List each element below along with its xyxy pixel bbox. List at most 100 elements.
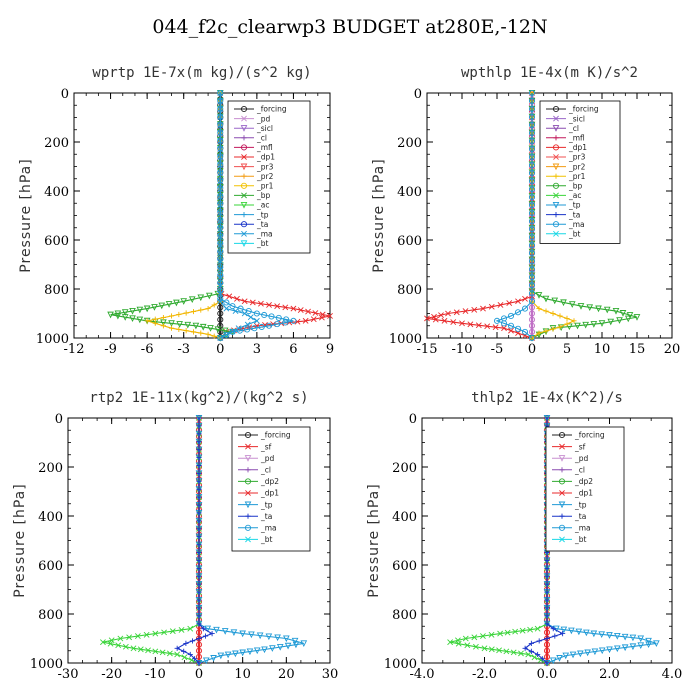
x-tick-label: -6 [141, 342, 154, 357]
legend-marker [558, 524, 566, 531]
series-point [528, 226, 536, 233]
series-point [528, 121, 536, 129]
legend-label: _sf [260, 442, 272, 451]
legend-label: _sf [574, 442, 586, 451]
series-point [528, 640, 534, 646]
legend-label: _mfl [568, 134, 585, 143]
series-point [241, 298, 248, 305]
series-point [256, 632, 264, 640]
y-tick-label: 400 [38, 510, 63, 525]
legend-label: _bt [256, 239, 269, 248]
series-point [217, 218, 224, 225]
series-point [297, 307, 304, 313]
series-point [544, 605, 550, 611]
series-point [292, 641, 300, 649]
legend-marker [240, 201, 248, 209]
legend-label: _cl [568, 124, 579, 133]
legend: _forcing_sicl_cl_mfl_dp1_pr3_pr2_pr1_bp_… [539, 100, 621, 244]
series-point [510, 649, 517, 656]
series-point [528, 234, 536, 241]
legend-marker [241, 212, 247, 218]
legend-marker [244, 431, 252, 439]
series-line-dp1 [102, 418, 200, 664]
series-point [528, 282, 536, 289]
series-point [196, 431, 202, 437]
series-point [275, 314, 282, 321]
x-tick-label: 4.0 [662, 667, 683, 682]
legend-label: _bp [256, 191, 271, 200]
series-point [462, 635, 469, 642]
series-point [217, 130, 224, 136]
series-point [447, 639, 454, 646]
series-point [196, 454, 202, 461]
series-point [217, 194, 224, 201]
series-point [198, 330, 204, 336]
series-point [544, 635, 550, 642]
legend-label: _ma [260, 524, 277, 533]
series-point [158, 302, 166, 310]
chart-panel-4: thlp2 1E-4x(K^2)/s Pressure [hPa] -4.0 -2.0… [366, 390, 682, 682]
x-tick-label: 20 [278, 667, 295, 682]
x-tick-label: 6 [289, 342, 297, 357]
series-point [253, 647, 261, 655]
series-point [598, 320, 606, 327]
legend-marker [553, 173, 559, 179]
series-point [239, 649, 246, 657]
series-point [528, 218, 536, 225]
y-tick-label: 400 [392, 510, 417, 525]
series-point [261, 311, 268, 319]
series-point [196, 605, 202, 611]
series-point [507, 322, 515, 329]
series-point [196, 415, 202, 421]
series-point [455, 640, 462, 647]
series-point [453, 309, 460, 316]
legend-marker [553, 135, 559, 141]
legend-label: _pr2 [568, 162, 586, 171]
series-point [612, 308, 620, 315]
legend-marker [558, 478, 566, 485]
series-point [300, 640, 308, 648]
series-point [245, 307, 252, 315]
series-point [196, 660, 202, 666]
y-axis-label: Pressure [hPa] [366, 483, 382, 597]
legend-label: _bp [568, 182, 583, 191]
legend-marker [245, 513, 251, 519]
series-point [284, 642, 292, 650]
series-point [246, 648, 254, 656]
series-point [143, 631, 150, 638]
series-point [550, 310, 556, 317]
series-point [176, 311, 182, 318]
legend: _forcing _sf _pd _cl _dp2 _dp1 _tp _ta _ma _bt [545, 426, 625, 552]
series-point [500, 320, 508, 327]
y-axis-label: Pressure [hPa] [18, 158, 34, 272]
series-point [310, 316, 317, 323]
series-point [121, 309, 129, 316]
series-point [575, 628, 583, 636]
series-point [202, 633, 209, 639]
series-point [528, 210, 536, 217]
series-point [475, 322, 482, 329]
x-tick-label: -10 [452, 342, 473, 357]
series-point [223, 331, 230, 338]
series-point [100, 639, 106, 646]
series-point [136, 306, 144, 314]
series-point [481, 645, 488, 652]
series-point [626, 312, 634, 319]
y-tick-label: 0 [409, 412, 417, 427]
series-point [189, 638, 196, 644]
y-tick-label: 600 [397, 234, 422, 249]
legend-label: _ta [256, 220, 268, 229]
series-point [226, 293, 233, 300]
series-point [217, 210, 224, 217]
series-point [122, 643, 129, 650]
legend-marker [240, 144, 248, 151]
series-point [196, 573, 202, 579]
series-point [196, 462, 202, 469]
series-point [528, 274, 536, 281]
series-point [528, 162, 536, 169]
series-point [603, 306, 611, 314]
series-point [205, 331, 211, 337]
series-point [528, 113, 536, 121]
legend-label: _ma [574, 524, 591, 533]
